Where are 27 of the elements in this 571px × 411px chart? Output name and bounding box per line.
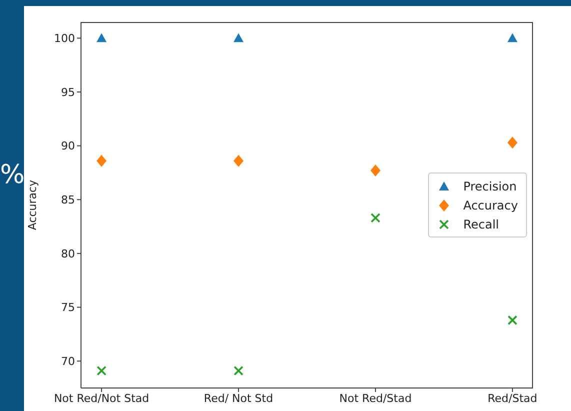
- point: [508, 315, 518, 326]
- point: [234, 154, 244, 167]
- x-tick-label: Red/Stad: [488, 392, 538, 405]
- x-tick-label: Not Red/Not Stad: [54, 392, 150, 405]
- point: [96, 366, 106, 376]
- point: [507, 136, 518, 149]
- x-tick-label: Not Red/Stad: [339, 392, 412, 405]
- y-axis-title: Accuracy: [26, 179, 39, 230]
- y-tick-label: 70: [61, 354, 75, 368]
- y-tick-label: 85: [61, 194, 75, 207]
- text: %: [0, 160, 25, 190]
- point: [507, 33, 518, 42]
- point: [96, 154, 107, 167]
- point: [96, 33, 107, 42]
- point: [234, 366, 244, 376]
- x-tick-label: Red/ Not Std: [204, 392, 274, 405]
- point: [370, 213, 380, 223]
- legend-label: Recall: [463, 217, 500, 231]
- legend-label: Accuracy: [463, 198, 518, 212]
- y-tick-label: 80: [61, 247, 75, 260]
- y-tick-label: 75: [61, 301, 75, 314]
- point: [370, 164, 380, 177]
- point: [234, 33, 244, 42]
- legend-label: Precision: [463, 179, 517, 193]
- y-tick-label: 95: [61, 86, 75, 99]
- y-tick-label: 100: [54, 32, 75, 46]
- y-tick-label: 90: [61, 140, 75, 153]
